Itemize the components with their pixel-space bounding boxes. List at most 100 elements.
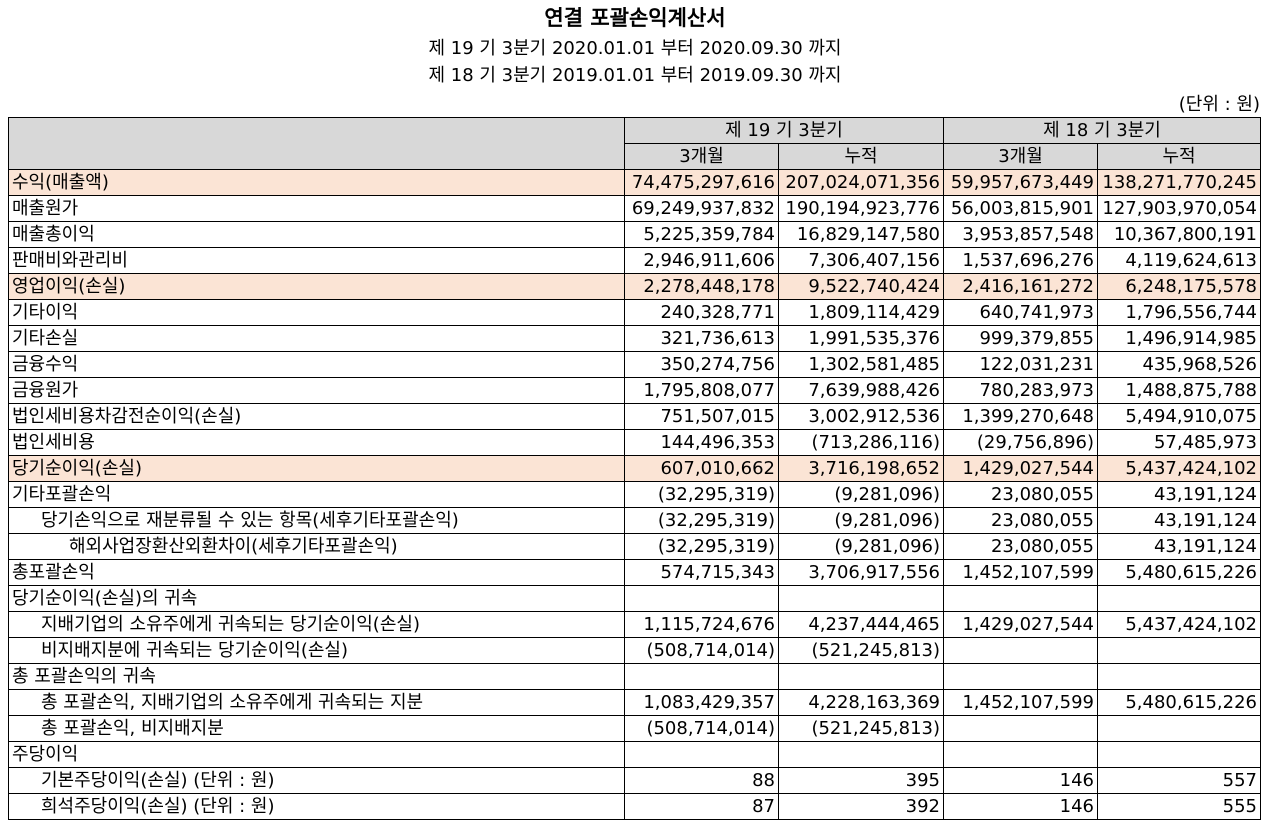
sub-header-current-cum: 누적 xyxy=(778,143,944,170)
value-cell xyxy=(624,741,779,768)
value-cell: 2,278,448,178 xyxy=(624,273,779,300)
value-cell: (521,245,813) xyxy=(778,715,944,742)
table-row: 법인세비용차감전순이익(손실) 751,507,015 3,002,912,536 1… xyxy=(8,403,1261,430)
table-row: 총포괄손익 574,715,343 3,706,917,556 1,452,107,5… xyxy=(8,559,1261,586)
row-label: 기본주당이익(손실) (단위 : 원) xyxy=(8,767,625,794)
value-cell: 5,480,615,226 xyxy=(1097,559,1261,586)
value-cell: 88 xyxy=(624,767,779,794)
value-cell: 5,494,910,075 xyxy=(1097,403,1261,430)
value-cell: 1,537,696,276 xyxy=(943,247,1098,274)
value-cell: (508,714,014) xyxy=(624,637,779,664)
row-label: 기타포괄손익 xyxy=(8,481,625,508)
value-cell: 240,328,771 xyxy=(624,299,779,326)
value-cell: 1,795,808,077 xyxy=(624,377,779,404)
value-cell: 43,191,124 xyxy=(1097,507,1261,534)
value-cell: 3,002,912,536 xyxy=(778,403,944,430)
value-cell: 1,399,270,648 xyxy=(943,403,1098,430)
value-cell: 74,475,297,616 xyxy=(624,169,779,196)
value-cell: 1,809,114,429 xyxy=(778,299,944,326)
unit-label: (단위 : 원) xyxy=(1178,94,1260,115)
table-body: 수익(매출액) 74,475,297,616 207,024,071,356 59,9… xyxy=(8,169,1261,820)
value-cell: 1,429,027,544 xyxy=(943,611,1098,638)
value-cell: 9,522,740,424 xyxy=(778,273,944,300)
row-label: 총포괄손익 xyxy=(8,559,625,586)
table-row: 매출총이익 5,225,359,784 16,829,147,580 3,953,85… xyxy=(8,221,1261,248)
value-cell: 138,271,770,245 xyxy=(1097,169,1261,196)
row-label: 기타이익 xyxy=(8,299,625,326)
row-label: 총 포괄손익의 귀속 xyxy=(8,663,625,690)
statement-title: 연결 포괄손익계산서 xyxy=(544,6,726,30)
value-cell: 4,237,444,465 xyxy=(778,611,944,638)
table-row: 기타이익 240,328,771 1,809,114,429 640,741,973 1… xyxy=(8,299,1261,326)
table-row: 총 포괄손익의 귀속 xyxy=(8,663,1261,690)
value-cell: 3,716,198,652 xyxy=(778,455,944,482)
value-cell: 3,706,917,556 xyxy=(778,559,944,586)
value-cell: 555 xyxy=(1097,793,1261,820)
table-row: 해외사업장환산외환차이(세후기타포괄손익) (32,295,319) (9,281,… xyxy=(8,533,1261,560)
value-cell: 4,228,163,369 xyxy=(778,689,944,716)
sub-header-prior-3m: 3개월 xyxy=(943,143,1098,170)
value-cell xyxy=(778,585,944,612)
table-row: 판매비와관리비 2,946,911,606 7,306,407,156 1,537,6… xyxy=(8,247,1261,274)
table-row: 기타포괄손익 (32,295,319) (9,281,096) 23,080,055 4… xyxy=(8,481,1261,508)
value-cell: 127,903,970,054 xyxy=(1097,195,1261,222)
table-row: 총 포괄손익, 지배기업의 소유주에게 귀속되는 지분 1,083,429,357… xyxy=(8,689,1261,716)
row-label: 기타손실 xyxy=(8,325,625,352)
value-cell: 607,010,662 xyxy=(624,455,779,482)
value-cell: 207,024,071,356 xyxy=(778,169,944,196)
value-cell xyxy=(943,637,1098,664)
value-cell: 1,991,535,376 xyxy=(778,325,944,352)
value-cell xyxy=(624,663,779,690)
sub-header-current-3m: 3개월 xyxy=(624,143,779,170)
value-cell: 59,957,673,449 xyxy=(943,169,1098,196)
row-label: 법인세비용차감전순이익(손실) xyxy=(8,403,625,430)
value-cell: 1,452,107,599 xyxy=(943,559,1098,586)
value-cell: 5,437,424,102 xyxy=(1097,455,1261,482)
row-label: 당기순이익(손실)의 귀속 xyxy=(8,585,625,612)
period-current: 제 19 기 3분기 2020.01.01 부터 2020.09.30 까지 xyxy=(428,38,842,59)
value-cell: 144,496,353 xyxy=(624,429,779,456)
value-cell xyxy=(943,741,1098,768)
value-cell: 2,946,911,606 xyxy=(624,247,779,274)
value-cell: 57,485,973 xyxy=(1097,429,1261,456)
table-row: 당기순이익(손실) 607,010,662 3,716,198,652 1,429,0… xyxy=(8,455,1261,482)
row-label: 주당이익 xyxy=(8,741,625,768)
row-label: 총 포괄손익, 지배기업의 소유주에게 귀속되는 지분 xyxy=(8,689,625,716)
value-cell: 16,829,147,580 xyxy=(778,221,944,248)
row-label: 희석주당이익(손실) (단위 : 원) xyxy=(8,793,625,820)
value-cell: (32,295,319) xyxy=(624,533,779,560)
value-cell: 3,953,857,548 xyxy=(943,221,1098,248)
value-cell: 1,496,914,985 xyxy=(1097,325,1261,352)
value-cell: 321,736,613 xyxy=(624,325,779,352)
row-label: 매출원가 xyxy=(8,195,625,222)
value-cell: 1,083,429,357 xyxy=(624,689,779,716)
row-label: 수익(매출액) xyxy=(8,169,625,196)
table-row: 기본주당이익(손실) (단위 : 원) 88 395 146 557 xyxy=(8,767,1261,794)
value-cell: 43,191,124 xyxy=(1097,533,1261,560)
value-cell: 999,379,855 xyxy=(943,325,1098,352)
value-cell: 1,452,107,599 xyxy=(943,689,1098,716)
value-cell: (9,281,096) xyxy=(778,507,944,534)
value-cell: 1,488,875,788 xyxy=(1097,377,1261,404)
value-cell: (521,245,813) xyxy=(778,637,944,664)
value-cell: 5,437,424,102 xyxy=(1097,611,1261,638)
value-cell: 7,639,988,426 xyxy=(778,377,944,404)
table-row: 비지배지분에 귀속되는 당기순이익(손실) (508,714,014) (521,2… xyxy=(8,637,1261,664)
value-cell: 1,429,027,544 xyxy=(943,455,1098,482)
row-label: 당기손익으로 재분류될 수 있는 항목(세후기타포괄손익) xyxy=(8,507,625,534)
value-cell: 751,507,015 xyxy=(624,403,779,430)
table-row: 기타손실 321,736,613 1,991,535,376 999,379,855 1… xyxy=(8,325,1261,352)
value-cell: 23,080,055 xyxy=(943,481,1098,508)
value-cell: (29,756,896) xyxy=(943,429,1098,456)
group-header-current: 제 19 기 3분기 xyxy=(624,117,944,144)
row-label: 총 포괄손익, 비지배지분 xyxy=(8,715,625,742)
value-cell: 1,796,556,744 xyxy=(1097,299,1261,326)
value-cell: (32,295,319) xyxy=(624,481,779,508)
group-header-prior: 제 18 기 3분기 xyxy=(943,117,1261,144)
value-cell: (508,714,014) xyxy=(624,715,779,742)
value-cell: (32,295,319) xyxy=(624,507,779,534)
row-label: 법인세비용 xyxy=(8,429,625,456)
value-cell: 43,191,124 xyxy=(1097,481,1261,508)
value-cell: 69,249,937,832 xyxy=(624,195,779,222)
row-label: 매출총이익 xyxy=(8,221,625,248)
